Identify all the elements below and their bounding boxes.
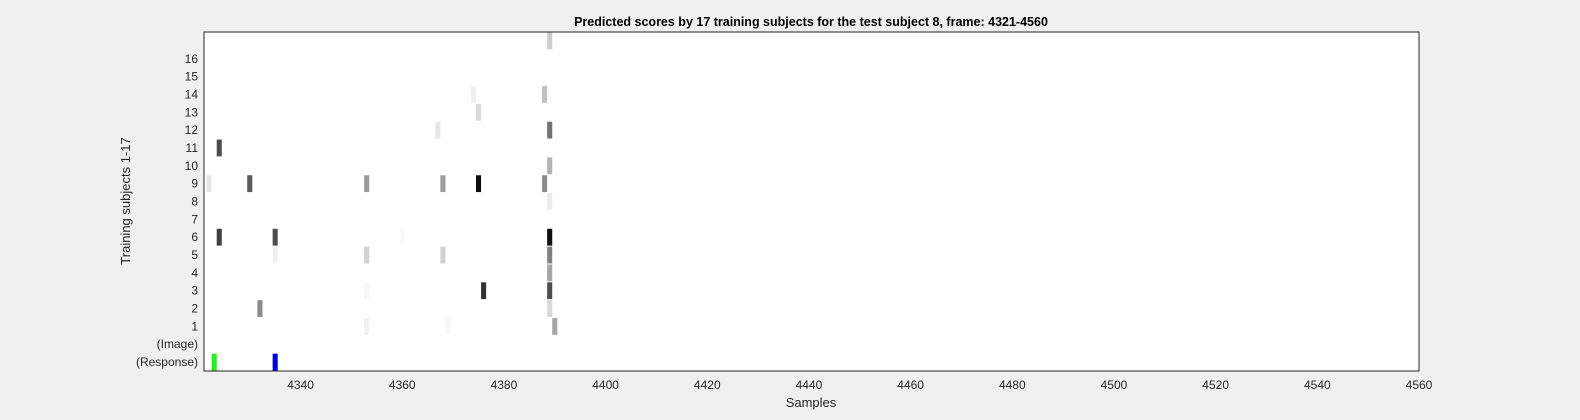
y-tick-label: 15 [185, 70, 199, 84]
x-tick-label: 4480 [999, 378, 1026, 392]
score-cell [211, 353, 217, 371]
score-cell [547, 246, 553, 264]
y-tick-label: 7 [191, 212, 198, 226]
score-cell [552, 317, 558, 335]
y-tick-label: 12 [185, 123, 199, 137]
score-cell [247, 175, 253, 193]
score-cell [481, 282, 487, 300]
score-cell [547, 282, 553, 300]
score-cell [547, 121, 553, 139]
x-tick-label: 4560 [1406, 378, 1433, 392]
x-tick-label: 4500 [1101, 378, 1128, 392]
x-tick-label: 4360 [389, 378, 416, 392]
score-cell [542, 175, 548, 193]
y-tick-label: 11 [186, 141, 199, 155]
y-tick-label: (Response) [136, 355, 198, 369]
chart-title: Predicted scores by 17 training subjects… [574, 15, 1048, 29]
score-cell [216, 228, 222, 246]
score-cell [475, 175, 482, 193]
y-tick-label: 3 [191, 284, 198, 298]
x-tick-label: 4460 [897, 378, 924, 392]
y-tick-label: 5 [191, 248, 198, 262]
y-tick-label: 8 [191, 195, 198, 209]
score-cell [364, 282, 370, 300]
score-cell [547, 300, 553, 317]
y-tick-label: 14 [185, 87, 199, 101]
x-tick-label: 4400 [592, 378, 619, 392]
x-tick-label: 4380 [491, 378, 518, 392]
x-axis-label: Samples [786, 395, 837, 410]
score-cell [475, 103, 482, 121]
y-tick-label: 10 [185, 159, 199, 173]
x-tick-label: 4420 [694, 378, 721, 392]
y-tick-label: 9 [191, 177, 198, 191]
y-tick-label: (Image) [157, 337, 198, 351]
score-cell [399, 228, 405, 246]
score-cell [216, 139, 222, 157]
score-cell [445, 317, 451, 335]
y-tick-label: 4 [191, 266, 198, 280]
score-cell [435, 121, 441, 139]
plot-area [204, 32, 1419, 371]
score-cell [440, 246, 446, 264]
score-cell [364, 175, 370, 193]
x-tick-label: 4520 [1202, 378, 1229, 392]
x-tick-label: 4340 [287, 378, 314, 392]
score-cell [547, 32, 553, 50]
x-tick-labels: 4340 4360 4380 4400 4420 4440 4460 4480 4500 4520… [287, 378, 1432, 392]
score-cell [547, 157, 553, 175]
score-cell [364, 317, 370, 335]
score-cell [547, 228, 553, 246]
plot-border [203, 31, 1420, 372]
score-cell [257, 300, 263, 317]
score-cell [206, 175, 212, 193]
score-cell [547, 193, 553, 210]
score-cell [440, 175, 446, 193]
score-cell [272, 246, 278, 264]
x-tick-label: 4540 [1304, 378, 1331, 392]
y-tick-label: 6 [191, 230, 198, 244]
score-cell [272, 228, 278, 246]
y-axis-label: Training subjects 1-17 [118, 137, 133, 264]
y-tick-label: 1 [191, 319, 198, 333]
score-cell [547, 264, 553, 282]
score-cell [364, 246, 370, 264]
score-cell [470, 86, 476, 103]
score-cells [206, 32, 558, 371]
score-cell [272, 353, 278, 371]
score-cell [542, 86, 548, 103]
y-tick-label: 13 [185, 105, 199, 119]
y-tick-label: 16 [185, 52, 199, 66]
x-tick-label: 4440 [796, 378, 823, 392]
y-tick-label: 2 [191, 302, 198, 316]
